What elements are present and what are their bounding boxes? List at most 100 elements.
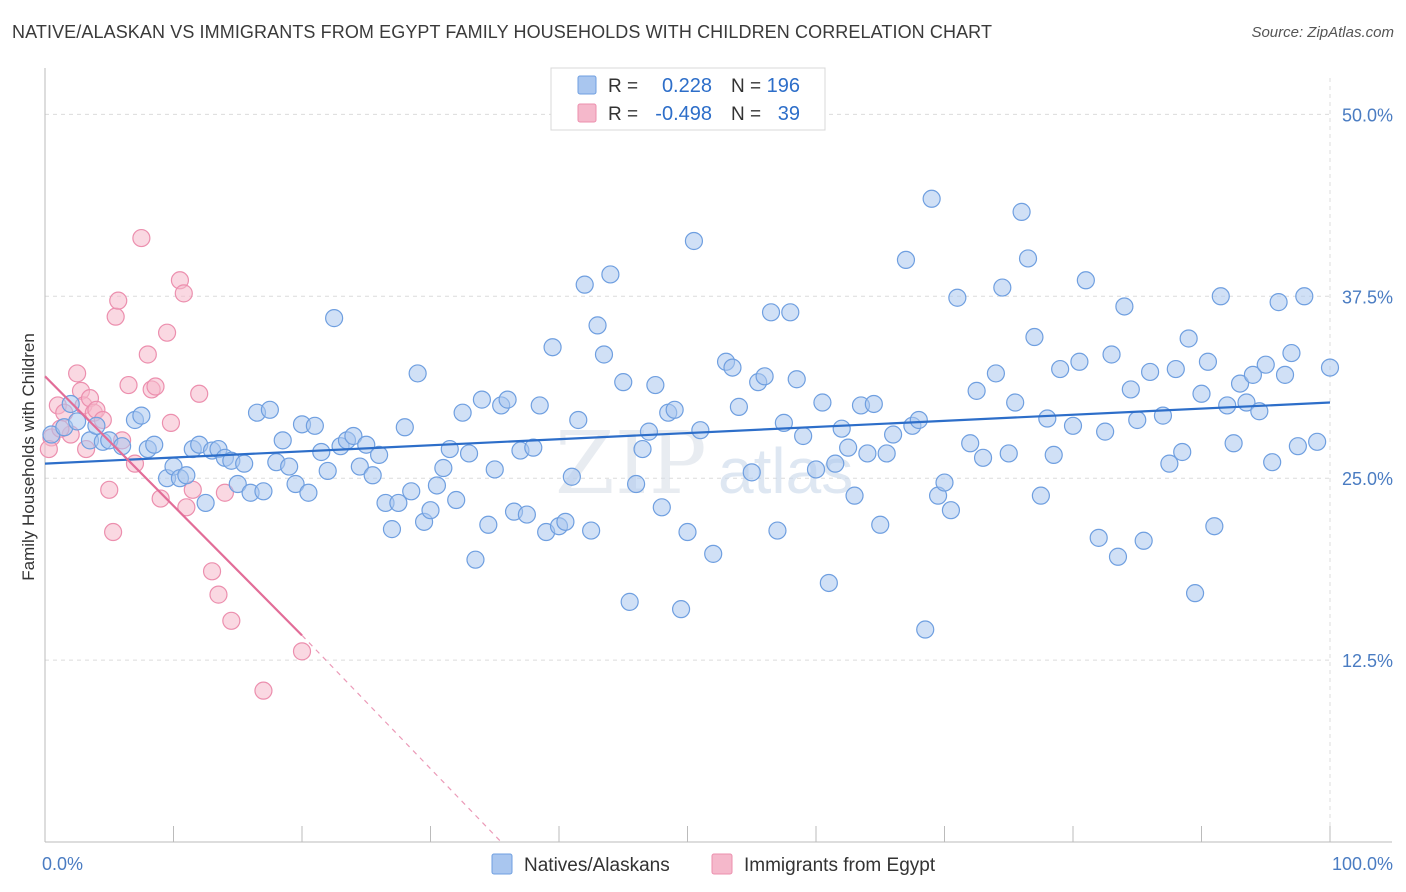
- native-point-28: [254, 482, 273, 501]
- native-point-62: [472, 390, 491, 409]
- native-point-78: [575, 275, 594, 294]
- native-point-131: [961, 434, 980, 453]
- native-point-150: [1102, 345, 1121, 364]
- native-point-169: [1230, 374, 1250, 393]
- egypt-point-17: [119, 375, 138, 395]
- native-point-105: [774, 413, 793, 432]
- native-point-76: [562, 467, 581, 486]
- native-point-69: [517, 505, 536, 524]
- native-point-87: [639, 422, 659, 441]
- egypt-point-33: [215, 483, 234, 502]
- egypt-point-31: [202, 562, 222, 581]
- native-point-129: [941, 501, 961, 520]
- native-point-79: [582, 521, 601, 540]
- native-point-36: [305, 416, 324, 435]
- native-point-33: [286, 474, 305, 494]
- native-point-104: [768, 521, 787, 540]
- native-point-179: [1295, 287, 1314, 306]
- native-point-31: [273, 431, 292, 450]
- native-point-107: [787, 370, 806, 389]
- native-point-132: [967, 381, 986, 400]
- native-point-88: [646, 375, 665, 395]
- egypt-point-18: [125, 454, 145, 473]
- native-point-95: [691, 421, 710, 440]
- native-point-143: [1044, 445, 1063, 465]
- egypt-point-27: [174, 284, 193, 303]
- legend-r-label-egypt: R =: [608, 104, 638, 125]
- native-point-156: [1140, 362, 1160, 382]
- trend-lines: [44, 375, 1331, 843]
- native-point-134: [986, 364, 1006, 383]
- native-point-146: [1070, 352, 1089, 371]
- native-point-29: [260, 400, 279, 419]
- native-point-148: [1089, 528, 1108, 547]
- trend-line-egypt-extension: [301, 634, 502, 843]
- native-point-91: [665, 400, 684, 419]
- y-tick-label-0: 12.5%: [1342, 651, 1393, 671]
- native-point-64: [485, 460, 504, 479]
- native-point-25: [235, 454, 254, 473]
- legend-r-value-native: 0.228: [662, 75, 712, 97]
- egypt-point-24: [157, 323, 177, 342]
- native-point-102: [755, 367, 774, 386]
- y-tick-label-2: 37.5%: [1342, 287, 1393, 307]
- native-point-71: [530, 396, 549, 415]
- native-point-175: [1269, 293, 1288, 312]
- y-axis-label: Family Households with Children: [19, 333, 38, 581]
- native-point-109: [806, 460, 826, 479]
- native-point-142: [1038, 409, 1057, 428]
- native-point-66: [498, 390, 517, 409]
- native-point-58: [447, 490, 466, 510]
- native-point-135: [993, 278, 1012, 297]
- native-point-84: [620, 592, 639, 611]
- x-tick-labels: 0.0% 100.0%: [42, 854, 1393, 874]
- native-point-149: [1096, 422, 1115, 441]
- series-legend-swatch-native: [491, 853, 513, 875]
- native-point-48: [382, 520, 402, 539]
- egypt-point-22: [146, 377, 165, 396]
- native-point-181: [1320, 358, 1340, 377]
- native-point-16: [177, 466, 196, 485]
- native-point-145: [1063, 416, 1083, 435]
- native-point-173: [1256, 355, 1275, 374]
- source-label: Source: ZipAtlas.com: [1251, 24, 1394, 41]
- native-points: [42, 189, 1340, 639]
- native-point-177: [1282, 343, 1301, 363]
- native-point-70: [524, 438, 543, 457]
- native-point-120: [877, 444, 896, 463]
- native-point-60: [459, 444, 479, 463]
- native-point-144: [1051, 359, 1070, 379]
- native-point-124: [909, 410, 928, 430]
- native-point-10: [132, 406, 151, 425]
- native-point-178: [1288, 437, 1307, 456]
- native-point-130: [948, 288, 967, 307]
- legend-n-value-native: 196: [767, 75, 800, 97]
- native-point-38: [318, 461, 337, 481]
- native-point-108: [794, 426, 813, 446]
- native-point-115: [845, 486, 864, 505]
- native-point-49: [389, 493, 408, 513]
- native-point-35: [299, 483, 318, 502]
- native-point-54: [421, 501, 440, 520]
- series-legend-swatch-egypt: [711, 853, 733, 875]
- egypt-point-15: [109, 291, 128, 310]
- native-point-85: [626, 474, 646, 494]
- native-point-63: [479, 515, 498, 534]
- native-point-46: [370, 445, 389, 465]
- native-point-161: [1179, 329, 1198, 348]
- egypt-point-19: [132, 228, 151, 248]
- native-point-180: [1308, 432, 1327, 451]
- native-point-32: [280, 457, 299, 476]
- native-point-19: [196, 493, 215, 513]
- y-tick-label-3: 50.0%: [1342, 105, 1393, 125]
- series-legend-label-egypt: Immigrants from Egypt: [744, 855, 936, 876]
- native-point-128: [935, 473, 954, 492]
- native-point-163: [1192, 384, 1211, 403]
- native-point-42: [344, 426, 363, 446]
- trend-line-egypt: [44, 375, 303, 637]
- native-point-152: [1115, 297, 1134, 316]
- egypt-point-12: [100, 480, 119, 499]
- series-legend-label-native: Natives/Alaskans: [524, 855, 670, 876]
- native-point-117: [858, 444, 877, 463]
- native-point-147: [1076, 271, 1095, 290]
